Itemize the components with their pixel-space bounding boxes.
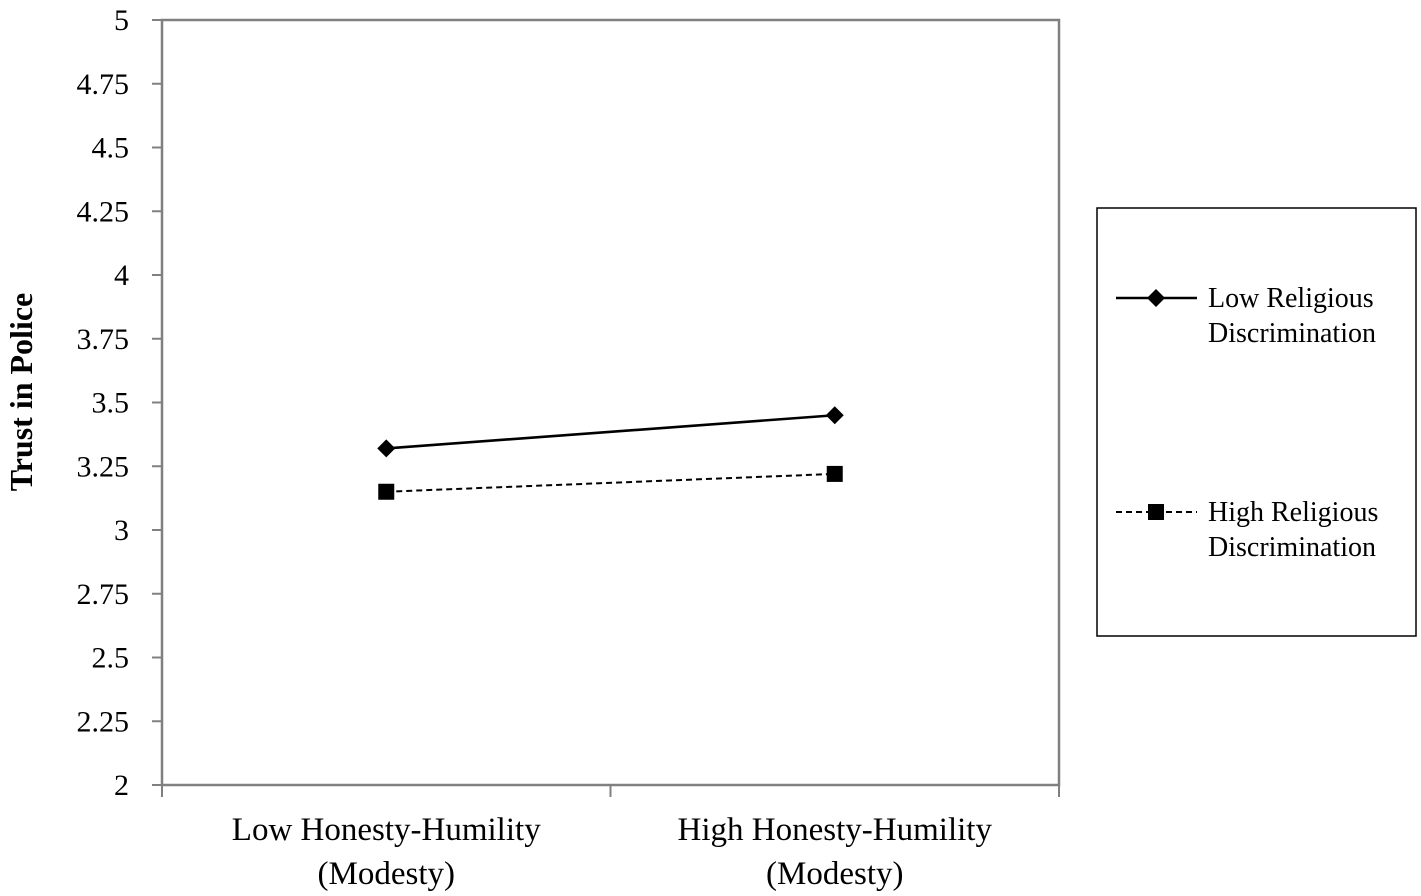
y-tick-label: 3: [114, 514, 129, 547]
x-category-label: (Modesty): [766, 856, 903, 892]
x-category-label: Low Honesty-Humility: [232, 812, 541, 848]
y-tick-label: 3.5: [92, 387, 130, 420]
legend-label: High Religious: [1208, 497, 1378, 528]
y-axis-label: Trust in Police: [3, 293, 39, 492]
y-tick-label: 4.75: [77, 68, 130, 101]
y-axis-ticks: 2 2.25 2.5 2.75 3 3.25 3.5 3.75 4 4.25 4.5 4.75 5: [77, 4, 162, 802]
legend-marker-2: [1148, 504, 1164, 520]
x-category-label: High Honesty-Humility: [678, 812, 993, 848]
legend-label: Low Religious: [1208, 283, 1374, 314]
series-line-2: [386, 472, 835, 493]
legend-items: Low Religious Discrimination High Religiou…: [1116, 283, 1378, 563]
series-2-point: [826, 465, 843, 482]
legend-label: Discrimination: [1208, 532, 1376, 563]
y-tick-label: 4.5: [92, 132, 130, 165]
y-tick-label: 3.25: [77, 450, 130, 483]
legend-label: Discrimination: [1208, 318, 1376, 349]
y-tick-label: 2.25: [77, 705, 130, 738]
plot-area: [160, 18, 1061, 787]
y-tick-label: 2: [114, 769, 129, 802]
x-axis-ticks: Low Honesty-Humility (Modesty) High Honest…: [161, 785, 1060, 892]
legend: Low Religious Discrimination High Religiou…: [1096, 207, 1417, 637]
y-tick-label: 2.75: [77, 578, 130, 611]
y-tick-label: 4.25: [77, 195, 130, 228]
legend-marker-1: [1147, 289, 1165, 307]
series-line-1: [386, 413, 835, 450]
y-tick-label: 2.5: [92, 642, 130, 675]
y-tick-label: 5: [114, 4, 129, 37]
legend-box: [1096, 207, 1417, 637]
series-1-point: [377, 439, 396, 458]
y-tick-label: 3.75: [77, 323, 130, 356]
series-layer: [377, 406, 844, 500]
y-tick-label: 4: [114, 259, 129, 292]
series-2-point: [378, 483, 395, 500]
series-1-point: [825, 406, 844, 425]
x-category-label: (Modesty): [318, 856, 455, 892]
